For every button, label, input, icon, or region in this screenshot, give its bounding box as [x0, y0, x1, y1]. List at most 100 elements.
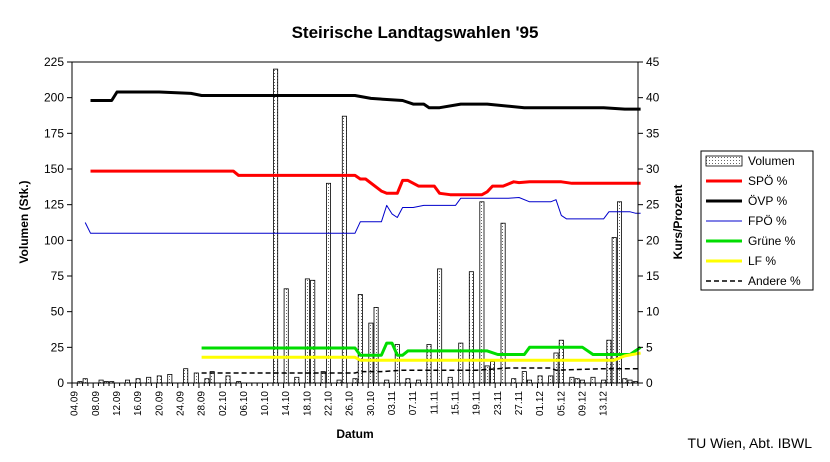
volume-bar	[310, 279, 316, 384]
x-tick-label: 14.10	[281, 391, 292, 416]
volume-bar	[304, 278, 310, 384]
y-right-tick-label: 5	[646, 340, 653, 354]
volume-bar	[511, 378, 517, 384]
x-tick-label: 09.12	[577, 391, 588, 416]
x-tick-label: 15.11	[451, 391, 462, 416]
volume-bar	[283, 288, 289, 384]
y-right-tick-label: 0	[646, 376, 653, 390]
volume-bar	[204, 378, 210, 384]
legend-label: Andere %	[748, 274, 801, 288]
y-right-tick-label: 25	[646, 198, 660, 212]
legend-label: Grüne %	[748, 234, 796, 248]
x-tick-label: 05.12	[556, 391, 567, 416]
y-axis-right-label: Kurs/Prozent	[671, 185, 685, 260]
volume-bar	[521, 371, 527, 384]
volume-bar	[225, 375, 231, 384]
x-tick-label: 02.10	[218, 391, 229, 416]
x-tick-label: 01.12	[535, 391, 546, 416]
x-tick-label: 24.09	[175, 391, 186, 416]
y-axis-left: 0 25 50 75 100 125 150 175 200 225	[44, 55, 72, 390]
y-right-tick-label: 35	[646, 126, 660, 140]
y-left-tick-label: 75	[51, 269, 65, 283]
volume-bar	[548, 375, 554, 384]
legend-label-volumen: Volumen	[748, 154, 795, 168]
volume-bar	[458, 342, 464, 384]
volume-bar	[447, 376, 453, 384]
legend-label: ÖVP %	[748, 194, 787, 208]
x-tick-label: 22.10	[324, 391, 335, 416]
plot-area	[71, 61, 639, 384]
x-tick-label: 03.11	[387, 391, 398, 416]
legend: Volumen SPÖ % ÖVP % FPÖ % Grüne % LF % Andere …	[700, 150, 814, 291]
x-tick-label: 20.09	[154, 391, 165, 416]
volume-bar	[479, 201, 485, 384]
volume-bar	[484, 365, 490, 384]
volume-bar	[167, 373, 173, 384]
y-right-tick-label: 15	[646, 269, 660, 283]
series-lines	[84, 90, 642, 374]
volume-bar	[569, 376, 575, 384]
series-line	[84, 197, 641, 234]
legend-label: FPÖ %	[748, 214, 787, 228]
volume-bar	[146, 376, 152, 384]
series-line	[201, 351, 641, 362]
volume-bar	[553, 352, 559, 384]
volume-bar	[135, 378, 141, 384]
x-tick-label: 27.11	[514, 391, 525, 416]
series-line	[201, 341, 642, 357]
series-line	[90, 90, 641, 111]
x-tick-label: 12.09	[112, 391, 123, 416]
series-line	[201, 367, 641, 374]
volume-bar	[468, 271, 474, 384]
x-tick-label: 10.10	[260, 391, 271, 416]
volume-bar	[489, 361, 495, 384]
chart-title: Steirische Landtagswahlen '95	[292, 23, 539, 42]
legend-label: LF %	[748, 254, 776, 268]
volume-bar	[273, 68, 279, 384]
volume-bar	[368, 322, 374, 384]
x-tick-label: 07.11	[408, 391, 419, 416]
volume-bar	[537, 375, 543, 384]
volume-bar	[82, 378, 88, 384]
x-tick-label: 16.09	[133, 391, 144, 416]
x-tick-label: 23.11	[493, 391, 504, 416]
y-right-tick-label: 45	[646, 55, 660, 69]
volume-bar	[352, 378, 358, 384]
x-tick-label: 11.11	[429, 391, 440, 415]
volume-bar	[405, 378, 411, 384]
volume-bars	[77, 68, 638, 384]
y-left-tick-label: 150	[44, 162, 64, 176]
volume-bar	[590, 376, 596, 384]
x-tick-label: 19.11	[472, 391, 483, 416]
y-left-tick-label: 125	[44, 198, 64, 212]
y-left-tick-label: 50	[51, 305, 65, 319]
y-left-tick-label: 100	[44, 233, 64, 247]
y-left-tick-label: 200	[44, 91, 64, 105]
y-left-tick-label: 25	[51, 340, 65, 354]
y-left-tick-label: 175	[44, 126, 64, 140]
y-right-tick-label: 10	[646, 305, 660, 319]
y-right-tick-label: 30	[646, 162, 660, 176]
x-tick-label: 06.10	[239, 391, 250, 416]
x-tick-label: 30.10	[366, 391, 377, 416]
y-right-tick-label: 20	[646, 233, 660, 247]
x-tick-label: 13.12	[599, 391, 610, 416]
y-axis-right: 0 5 10 15 20 25 30 35 40 45	[638, 55, 660, 390]
x-tick-label: 08.09	[91, 391, 102, 416]
volume-bar	[341, 115, 347, 384]
x-tick-label: 26.10	[345, 391, 356, 416]
volume-bar	[183, 368, 189, 384]
volume-bar	[574, 378, 580, 384]
volume-bar	[325, 182, 331, 384]
volume-bar	[357, 294, 363, 384]
y-left-tick-label: 225	[44, 55, 64, 69]
y-axis-left-label: Volumen (Stk.)	[17, 180, 31, 263]
x-tick-label: 04.09	[70, 391, 81, 416]
y-left-tick-label: 0	[57, 376, 64, 390]
legend-swatch-volumen	[705, 155, 743, 167]
volume-bar	[437, 268, 443, 384]
x-tick-label: 28.09	[197, 391, 208, 416]
x-axis-label: Datum	[336, 427, 373, 441]
series-line	[90, 169, 641, 197]
